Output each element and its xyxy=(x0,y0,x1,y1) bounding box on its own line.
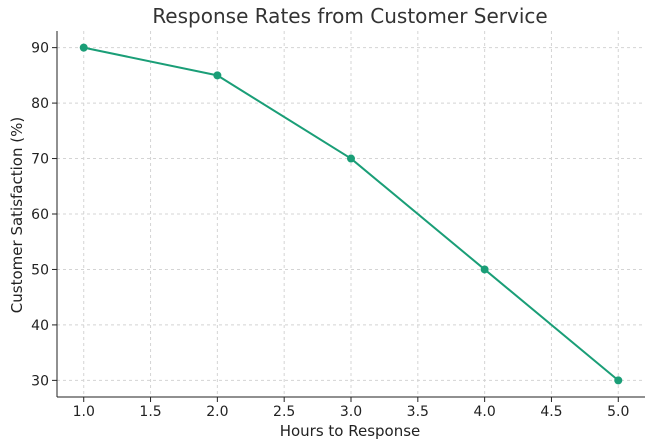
data-point xyxy=(614,376,623,385)
x-tick-label: 1.5 xyxy=(139,404,161,420)
y-tick-label: 80 xyxy=(31,96,49,112)
data-point xyxy=(347,154,355,163)
data-point xyxy=(79,43,88,52)
x-tick-label: 4.0 xyxy=(474,404,496,420)
y-tick-label: 60 xyxy=(31,207,49,223)
x-axis-ticks: 1.0 1.5 2.0 2.5 3.0 3.5 4.0 4.5 5.0 xyxy=(73,397,629,420)
x-tick-label: 1.0 xyxy=(73,404,95,420)
data-point xyxy=(213,71,222,80)
x-tick-label: 3.0 xyxy=(340,404,362,420)
series-group xyxy=(79,43,623,385)
x-tick-label: 2.0 xyxy=(206,404,228,420)
grid xyxy=(57,31,645,397)
y-tick-label: 30 xyxy=(31,373,49,389)
y-tick-label: 90 xyxy=(31,41,49,57)
data-point xyxy=(480,265,489,274)
y-tick-label: 50 xyxy=(31,262,49,278)
y-tick-label: 70 xyxy=(31,152,49,168)
x-axis-label: Hours to Response xyxy=(280,422,421,440)
x-tick-label: 2.5 xyxy=(273,404,295,420)
x-tick-label: 4.5 xyxy=(540,404,562,420)
chart-title: Response Rates from Customer Service xyxy=(152,4,547,28)
y-tick-label: 40 xyxy=(31,318,49,334)
x-tick-label: 5.0 xyxy=(607,404,629,420)
y-axis-label: Customer Satisfaction (%) xyxy=(8,117,26,313)
x-tick-label: 3.5 xyxy=(407,404,429,420)
y-axis-ticks: 30 40 50 60 70 80 90 xyxy=(31,41,57,389)
